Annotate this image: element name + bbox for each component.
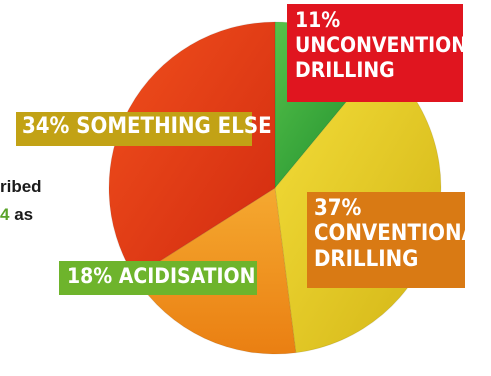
callout-line: 11%	[295, 8, 341, 32]
side-text-line-2: 4 as	[0, 205, 33, 225]
callout-conventional-drilling: 37% CONVENTIONAL DRILLING	[307, 192, 490, 288]
callout-line: 34% SOMETHING ELSE	[22, 114, 272, 139]
callout-line: 37%	[314, 196, 362, 221]
callout-line: CONVENTIONAL	[314, 221, 490, 247]
callout-line: DRILLING	[314, 246, 419, 272]
callout-acidisation: 18% ACIDISATION	[59, 261, 257, 295]
side-text-rest: as	[9, 205, 34, 224]
callout-line: UNCONVENTIONAL	[295, 33, 491, 58]
callout-line: DRILLING	[295, 58, 395, 83]
callout-line: 18% ACIDISATION	[67, 264, 256, 288]
side-text-line-1: ribed	[0, 177, 42, 196]
callout-unconventional-drilling: 11% UNCONVENTIONAL DRILLING	[287, 4, 491, 102]
pie-slice-something-else	[108, 21, 276, 278]
callout-something-else: 34% SOMETHING ELSE	[16, 112, 272, 146]
side-text-highlight: 4	[0, 205, 10, 224]
